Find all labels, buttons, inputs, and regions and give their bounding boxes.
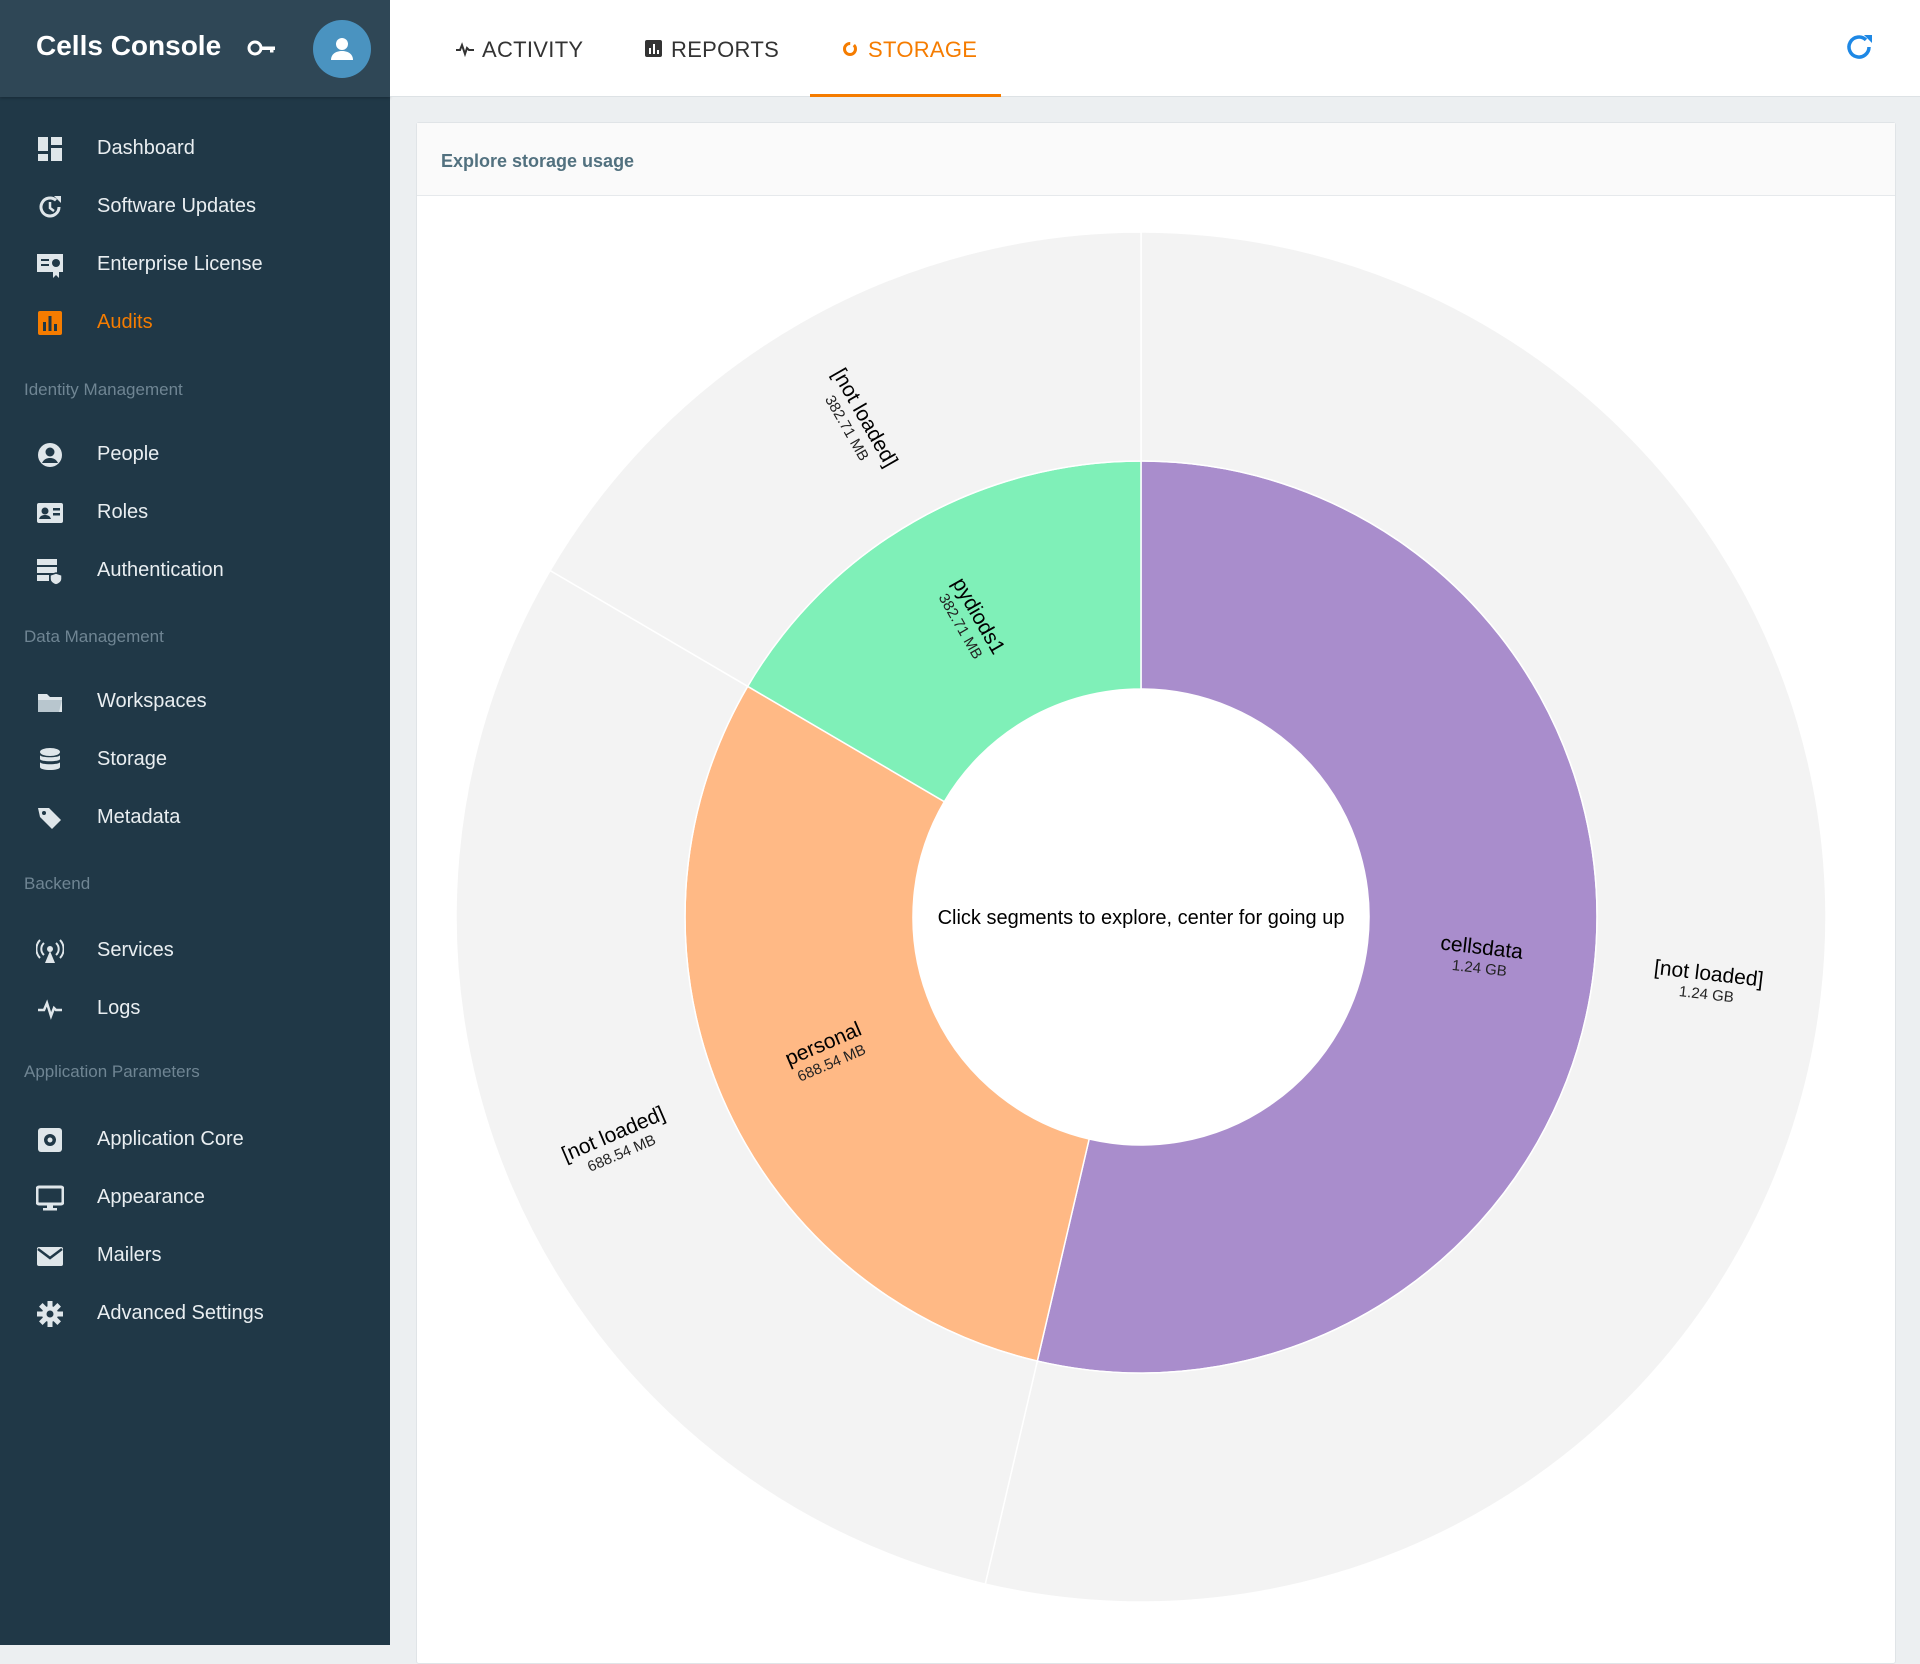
sunburst-center-text: Click segments to explore, center for go… [938, 907, 1345, 929]
sidebar-item-storage[interactable]: Storage [0, 733, 390, 785]
top-bar: ACTIVITY REPORTS STORAGE [390, 0, 1920, 97]
tab-reports[interactable]: REPORTS [630, 0, 780, 96]
section-title: Identity Management [24, 380, 183, 399]
sidebar-item-metadata[interactable]: Metadata [0, 791, 390, 843]
chart-icon [36, 309, 64, 337]
sidebar-item-label: Workspaces [97, 690, 207, 712]
sidebar-item-workspaces[interactable]: Workspaces [0, 675, 390, 727]
tab-activity-label: ACTIVITY [482, 37, 584, 62]
sidebar-item-label: Mailers [97, 1244, 162, 1266]
sidebar-item-appearance[interactable]: Appearance [0, 1171, 390, 1223]
folder-icon [36, 688, 64, 716]
monitor-icon [35, 1184, 65, 1212]
sidebar-item-mailers[interactable]: Mailers [0, 1229, 390, 1281]
sidebar-item-roles[interactable]: Roles [0, 486, 390, 538]
sidebar-item-label: Application Core [97, 1128, 244, 1150]
card-header: Explore storage usage [417, 123, 1895, 196]
tab-storage[interactable]: STORAGE [810, 0, 1001, 97]
sidebar-item-label: Software Updates [97, 195, 256, 217]
sidebar-item-label: Audits [97, 311, 153, 333]
chart-icon [645, 40, 662, 57]
gear-icon [36, 1300, 64, 1328]
sidebar-item-advanced-settings[interactable]: Advanced Settings [0, 1287, 390, 1339]
sidebar-item-label: Metadata [97, 806, 181, 828]
database-icon [36, 746, 64, 774]
segment-size: 1.24 GB [1451, 957, 1508, 980]
dashboard-icon [36, 135, 64, 163]
tab-activity[interactable]: ACTIVITY [444, 0, 594, 96]
tab-storage-label: STORAGE [868, 37, 978, 62]
sidebar-item-audits[interactable]: Audits [0, 296, 390, 348]
sunburst-segment-not-loaded-level2[interactable] [455, 569, 1039, 1585]
update-icon [36, 193, 64, 221]
person-icon [331, 38, 353, 60]
donut-icon [843, 42, 857, 56]
sidebar-item-label: Advanced Settings [97, 1302, 264, 1324]
sidebar-item-label: Dashboard [97, 137, 195, 159]
sunburst-center-button[interactable] [915, 691, 1367, 1143]
core-settings-icon [36, 1126, 64, 1154]
sidebar-item-people[interactable]: People [0, 428, 390, 480]
segment-size: 1.24 GB [1678, 983, 1735, 1006]
license-icon [36, 251, 64, 279]
section-title: Data Management [24, 627, 164, 646]
tags-icon [36, 804, 64, 832]
active-tab-indicator [810, 94, 1001, 97]
person-icon [36, 441, 64, 469]
section-title: Application Parameters [24, 1062, 200, 1081]
pulse-icon [36, 995, 64, 1023]
sidebar-item-label: Enterprise License [97, 253, 263, 275]
sidebar: Cells Console Dashboard Software Updates E… [0, 0, 390, 1645]
sidebar-item-label: Roles [97, 501, 149, 523]
sidebar-item-logs[interactable]: Logs [0, 982, 390, 1034]
app-title: Cells Console [36, 30, 222, 61]
brand-bar: Cells Console [0, 0, 390, 97]
refresh-icon[interactable] [1842, 30, 1876, 64]
sidebar-item-dashboard[interactable]: Dashboard [0, 122, 390, 174]
sidebar-item-services[interactable]: Services [0, 924, 390, 976]
sidebar-item-software-updates[interactable]: Software Updates [0, 180, 390, 232]
section-title: Backend [24, 874, 91, 893]
card-title: Explore storage usage [441, 151, 635, 171]
sidebar-item-label: People [97, 443, 160, 465]
sidebar-item-label: Storage [97, 748, 168, 770]
sunburst-segment-not-loaded-level2[interactable] [549, 231, 1142, 688]
sidebar-item-label: Services [97, 939, 174, 961]
pulse-icon [456, 42, 474, 57]
user-avatar-button[interactable] [313, 20, 371, 78]
tab-reports-label: REPORTS [671, 37, 780, 62]
storage-card: Explore storage usage cellsdata 1.24 GB pe… [416, 122, 1896, 1664]
sidebar-item-application-core[interactable]: Application Core [0, 1113, 390, 1165]
antenna-icon [35, 937, 65, 965]
key-icon[interactable] [246, 36, 280, 60]
sidebar-item-enterprise-license[interactable]: Enterprise License [0, 238, 390, 290]
sidebar-item-authentication[interactable]: Authentication [0, 544, 390, 596]
sidebar-item-label: Appearance [97, 1186, 205, 1208]
sidebar-item-label: Authentication [97, 559, 224, 581]
mail-icon [36, 1242, 64, 1270]
server-shield-icon [36, 557, 64, 586]
sidebar-item-label: Logs [97, 997, 141, 1019]
id-card-icon [36, 499, 64, 527]
sunburst-segment-not-loaded-level2[interactable] [984, 231, 1827, 1603]
